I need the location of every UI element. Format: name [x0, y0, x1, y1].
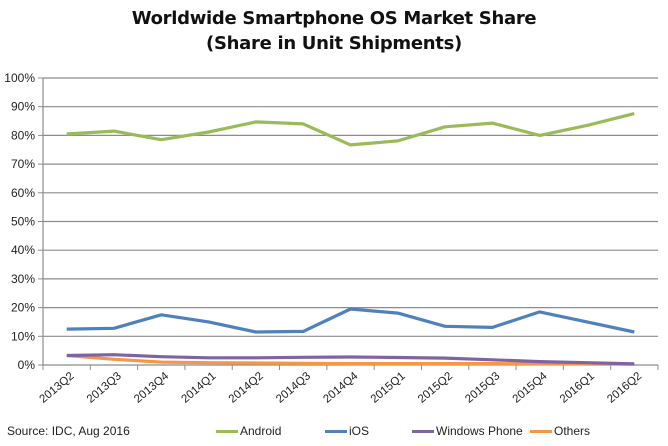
y-tick-label: 30%: [11, 272, 35, 286]
y-tick-label: 50%: [11, 215, 35, 229]
legend-swatch: [530, 429, 552, 433]
x-tick-label: 2016Q1: [558, 370, 597, 406]
legend: Android iOS Windows Phone Others: [0, 424, 668, 440]
series-line-ios: [66, 307, 635, 334]
legend-swatch: [412, 429, 434, 433]
legend-item: Windows Phone: [412, 424, 523, 438]
y-axis-ticks: 0% 10% 20% 30% 40% 50% 60% 70% 80% 90% 100%: [4, 71, 43, 372]
x-tick-label: 2014Q4: [321, 370, 361, 406]
legend-label: iOS: [349, 424, 370, 438]
gridlines: [43, 77, 658, 366]
y-tick-label: 60%: [11, 186, 35, 200]
y-tick-label: 80%: [11, 128, 35, 142]
x-tick-label: 2015Q4: [511, 370, 551, 406]
x-tick-label: 2015Q3: [463, 370, 502, 406]
x-tick-label: 2015Q1: [369, 370, 408, 406]
y-tick-label: 90%: [11, 100, 35, 114]
series-line-others: [66, 353, 635, 366]
y-tick-label: 100%: [4, 71, 35, 85]
legend-swatch: [325, 429, 347, 433]
y-tick-label: 0%: [18, 358, 36, 372]
x-tick-label: 2015Q2: [416, 370, 455, 406]
series-line-android: [66, 112, 635, 147]
line-chart: 0% 10% 20% 30% 40% 50% 60% 70% 80% 90% 100% 2013Q2…: [4, 71, 659, 406]
x-tick-label: 2013Q2: [38, 370, 77, 406]
x-tick-label: 2014Q2: [227, 370, 266, 406]
x-tick-label: 2013Q3: [85, 370, 124, 406]
legend-label: Windows Phone: [436, 424, 523, 438]
x-tick-label: 2013Q4: [132, 370, 172, 406]
legend-label: Android: [240, 424, 282, 438]
legend-label: Others: [554, 424, 591, 438]
y-tick-label: 40%: [11, 243, 35, 257]
chart-title: Worldwide Smartphone OS Market Share (Sh…: [0, 6, 668, 56]
legend-item: Others: [530, 424, 590, 438]
chart-title-main: Worldwide Smartphone OS Market Share: [131, 8, 537, 29]
y-tick-label: 10%: [11, 329, 35, 343]
source-note: Source: IDC, Aug 2016: [7, 424, 130, 438]
legend-item: Android: [216, 424, 281, 438]
y-tick-label: 20%: [11, 301, 35, 315]
series-lines: [66, 112, 635, 366]
y-tick-label: 70%: [11, 157, 35, 171]
legend-item: iOS: [325, 424, 369, 438]
chart-subtitle: (Share in Unit Shipments): [206, 33, 462, 54]
legend-swatch: [216, 429, 238, 433]
x-tick-label: 2014Q1: [179, 370, 218, 406]
x-tick-label: 2014Q3: [274, 370, 313, 406]
series-line-windows-phone: [66, 353, 635, 366]
x-tick-label: 2016Q2: [605, 370, 644, 406]
